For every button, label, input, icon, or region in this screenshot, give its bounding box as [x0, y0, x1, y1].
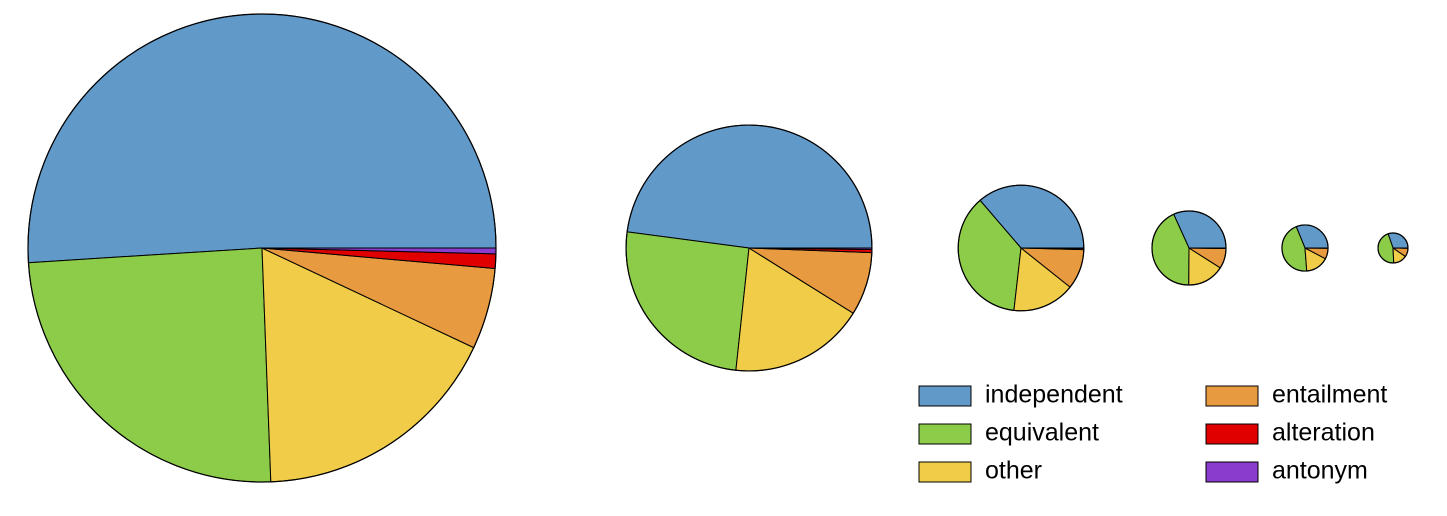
- pie-wedge: [626, 124, 873, 249]
- legend-swatch: [1205, 423, 1259, 445]
- pie-outline: [957, 184, 1085, 312]
- pie-outline: [625, 124, 873, 372]
- legend-label: equivalent: [985, 419, 1099, 447]
- legend-label: independent: [985, 381, 1123, 409]
- legend-swatch: [1205, 461, 1259, 483]
- pie-outline: [1281, 224, 1329, 272]
- legend-label: other: [985, 457, 1042, 485]
- pie-wedge: [625, 231, 750, 371]
- pie-outline: [1377, 232, 1409, 264]
- legend-swatch: [918, 385, 972, 407]
- legend-label: alteration: [1272, 419, 1375, 447]
- legend-swatch: [1205, 385, 1259, 407]
- pie-outline: [1151, 210, 1227, 286]
- legend-swatch: [918, 461, 972, 483]
- legend-label: antonym: [1272, 457, 1368, 485]
- legend-swatch: [918, 423, 972, 445]
- legend-label: entailment: [1272, 381, 1387, 409]
- pie-outline: [27, 13, 497, 483]
- pie-wedge: [27, 13, 497, 264]
- pie-wedge: [27, 247, 272, 483]
